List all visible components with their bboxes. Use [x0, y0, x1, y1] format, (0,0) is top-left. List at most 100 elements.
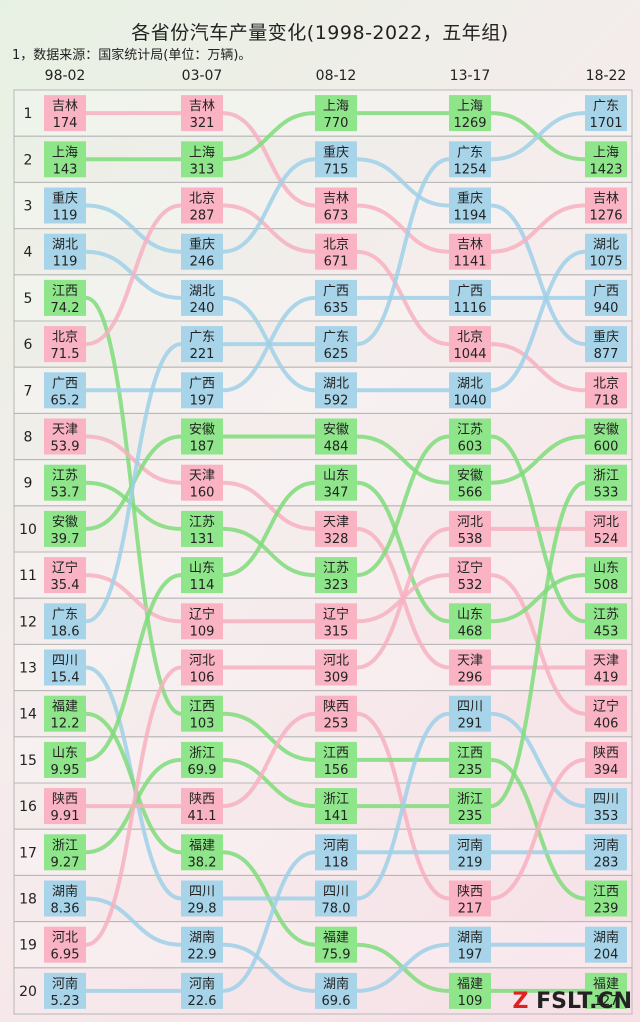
province-cell: 天津 419 — [585, 649, 627, 686]
production-value: 592 — [324, 393, 349, 408]
province-name: 广西 — [52, 376, 78, 391]
province-cell: 广东 625 — [315, 326, 357, 363]
province-box — [181, 372, 223, 409]
province-cell: 湖北 1040 — [449, 372, 491, 409]
province-connector — [85, 203, 182, 254]
province-name: 北京 — [189, 192, 215, 207]
province-box — [585, 464, 627, 501]
province-cell: 上海 143 — [44, 141, 86, 178]
province-box — [449, 418, 491, 455]
province-cell: 陕西 253 — [315, 695, 357, 732]
province-box — [181, 233, 223, 270]
province-name: 重庆 — [457, 191, 483, 207]
province-connector — [356, 434, 450, 485]
province-box — [315, 510, 357, 547]
province-name: 天津 — [323, 515, 349, 530]
province-cell: 江苏 53.7 — [44, 464, 86, 501]
production-value: 141 — [324, 809, 349, 824]
province-box — [585, 880, 627, 917]
province-connector — [356, 157, 450, 347]
province-cell: 河北 524 — [585, 510, 627, 547]
production-value: 174 — [53, 116, 78, 131]
province-box — [181, 972, 223, 1009]
province-connector — [85, 711, 182, 855]
province-name: 福建 — [323, 931, 349, 946]
province-box — [585, 141, 627, 178]
province-box — [181, 141, 223, 178]
province-cell: 安徽 39.7 — [44, 510, 86, 547]
province-name: 四川 — [593, 792, 619, 807]
province-box — [449, 95, 491, 132]
production-value: 1423 — [589, 162, 622, 177]
production-value: 221 — [190, 347, 215, 362]
province-connector — [490, 573, 586, 624]
production-value: 235 — [458, 763, 483, 778]
province-name: 广东 — [593, 99, 619, 114]
province-box — [449, 926, 491, 963]
province-name: 浙江 — [323, 792, 349, 807]
province-cell: 湖北 1075 — [585, 233, 627, 270]
province-box — [315, 695, 357, 732]
province-name: 重庆 — [189, 237, 215, 253]
province-cell: 福建 12.2 — [44, 695, 86, 732]
production-value: 673 — [324, 209, 349, 224]
production-value: 715 — [324, 162, 349, 177]
province-name: 安徽 — [52, 515, 78, 530]
province-cell: 湖北 592 — [315, 372, 357, 409]
province-box — [181, 834, 223, 871]
province-cell: 河北 309 — [315, 649, 357, 686]
province-name: 广东 — [52, 607, 78, 622]
production-value: 347 — [324, 486, 349, 501]
province-box — [181, 649, 223, 686]
province-connector — [85, 342, 182, 624]
production-value: 18.6 — [51, 624, 80, 639]
province-box — [181, 695, 223, 732]
province-box — [449, 880, 491, 917]
province-cell: 湖南 69.6 — [315, 972, 357, 1009]
production-value: 1040 — [453, 393, 486, 408]
production-value: 1141 — [453, 255, 486, 270]
province-name: 山东 — [52, 746, 78, 761]
province-cell: 北京 71.5 — [44, 326, 86, 363]
province-cell: 上海 1423 — [585, 141, 627, 178]
province-box — [181, 187, 223, 224]
province-box — [449, 141, 491, 178]
province-cell: 广西 1116 — [449, 279, 491, 316]
rank-label: 3 — [24, 199, 33, 215]
province-box — [449, 326, 491, 363]
province-box — [315, 187, 357, 224]
province-connector — [222, 711, 316, 762]
province-name: 北京 — [323, 238, 349, 253]
production-value: 1701 — [589, 116, 622, 131]
production-value: 296 — [458, 671, 483, 686]
province-name: 天津 — [593, 654, 619, 669]
production-value: 39.7 — [51, 532, 80, 547]
province-box — [449, 788, 491, 825]
province-box — [181, 557, 223, 594]
province-box — [315, 141, 357, 178]
province-cell: 上海 770 — [315, 95, 357, 132]
province-name: 北京 — [52, 330, 78, 345]
rank-label: 10 — [19, 522, 37, 538]
production-value: 406 — [594, 717, 619, 732]
province-box — [585, 741, 627, 778]
province-box — [449, 372, 491, 409]
province-connector — [490, 711, 586, 809]
province-cell: 福建 127 — [585, 972, 627, 1009]
province-name: 陕西 — [457, 885, 483, 900]
province-name: 重庆 — [323, 144, 349, 160]
province-name: 辽宁 — [593, 699, 619, 715]
province-cell: 辽宁 109 — [181, 603, 223, 640]
province-name: 河北 — [189, 654, 215, 669]
province-cell: 江西 74.2 — [44, 279, 86, 316]
province-cell: 天津 53.9 — [44, 418, 86, 455]
province-name: 四川 — [323, 885, 349, 900]
province-box — [449, 510, 491, 547]
province-name: 湖北 — [457, 376, 483, 391]
province-cell: 广西 940 — [585, 279, 627, 316]
province-box — [44, 926, 86, 963]
province-box — [585, 834, 627, 871]
province-box — [181, 279, 223, 316]
province-name: 福建 — [52, 700, 78, 715]
province-name: 江苏 — [52, 468, 78, 484]
